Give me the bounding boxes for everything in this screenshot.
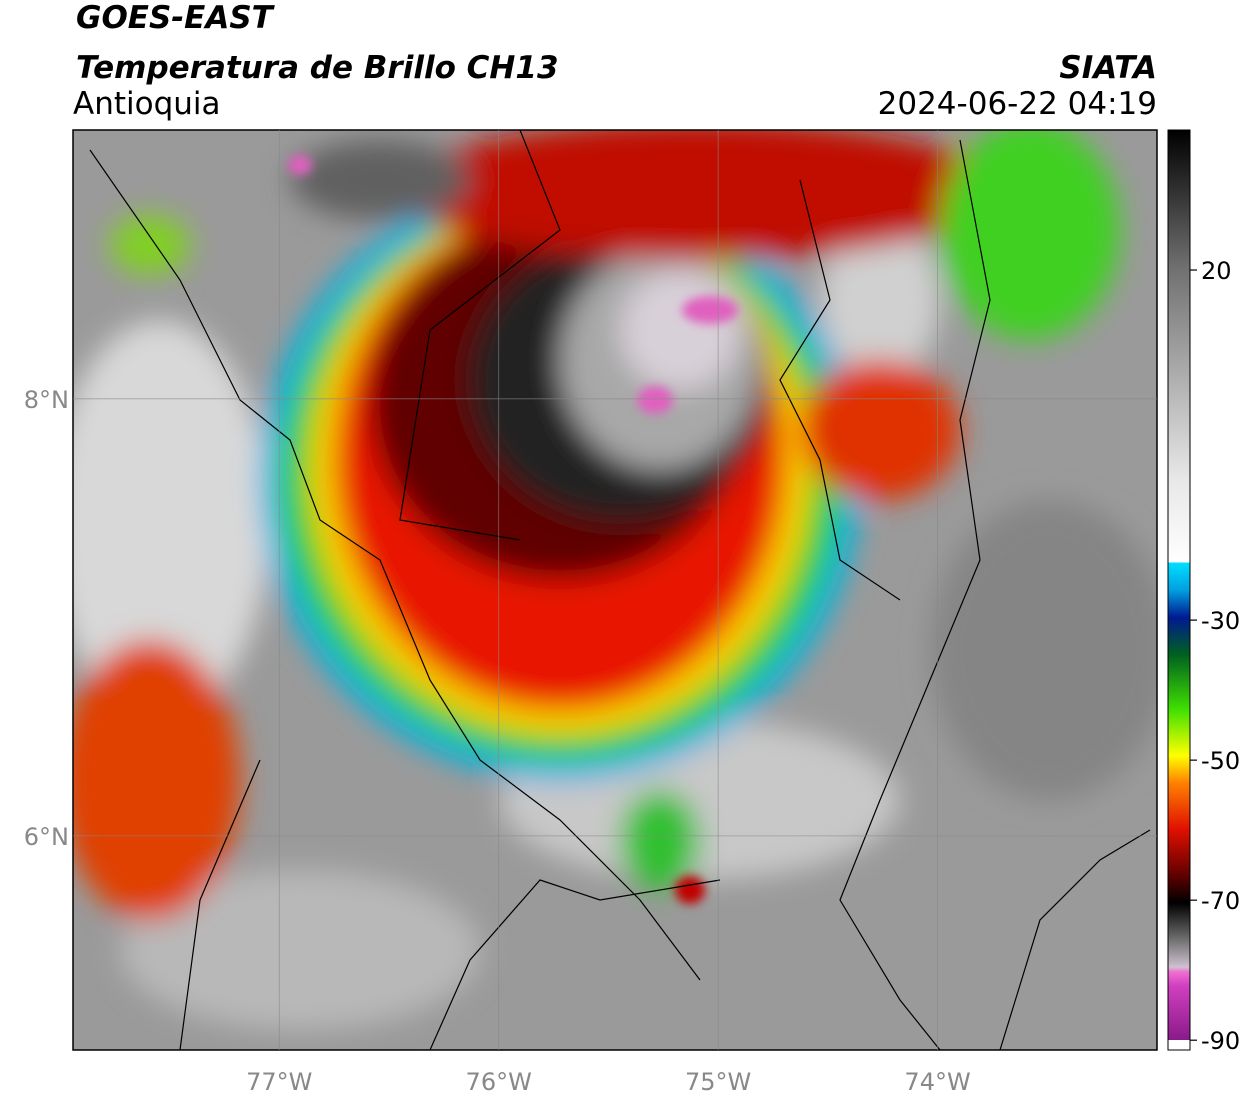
satellite-name: GOES-EAST bbox=[76, 0, 276, 36]
lon-tick-label: 76°W bbox=[466, 1068, 532, 1096]
lon-tick-label: 74°W bbox=[904, 1068, 970, 1096]
lat-tick-label: 6°N bbox=[24, 823, 69, 851]
colorbar-tick-label: -50 bbox=[1201, 747, 1240, 775]
colorbar-tick-label: -90 bbox=[1201, 1027, 1240, 1055]
colorbar-tick-label: 20 bbox=[1201, 257, 1232, 285]
lon-tick-label: 77°W bbox=[246, 1068, 312, 1096]
lat-tick-label: 8°N bbox=[24, 386, 69, 414]
product-title: Temperatura de Brillo CH13 bbox=[76, 50, 559, 86]
lon-tick-label: 75°W bbox=[685, 1068, 751, 1096]
satellite-image bbox=[73, 130, 1157, 1050]
map-frame bbox=[72, 129, 1158, 1051]
region: Antioquia bbox=[73, 86, 221, 122]
datetime: 2024-06-22 04:19 bbox=[878, 86, 1157, 122]
colorbar-tick-label: -70 bbox=[1201, 887, 1240, 915]
colorbar-tick-label: -30 bbox=[1201, 607, 1240, 635]
colorbar bbox=[1167, 129, 1191, 1051]
source: SIATA bbox=[1059, 50, 1157, 86]
